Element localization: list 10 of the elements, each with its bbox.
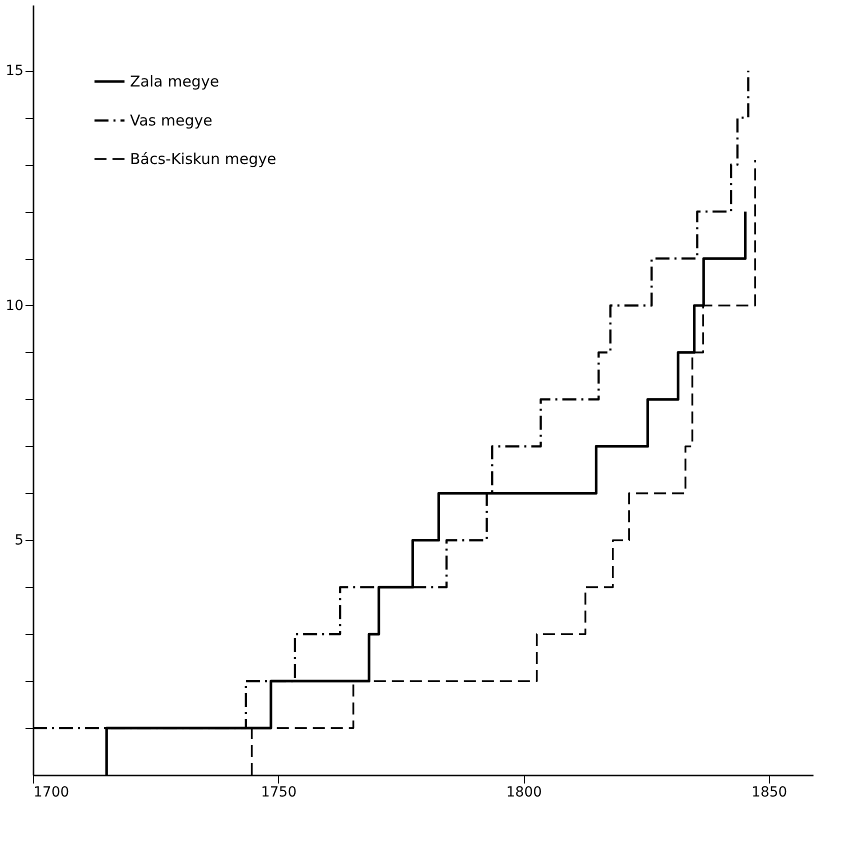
y-tick-label: 10: [6, 298, 24, 314]
x-tick-label: 1850: [752, 784, 788, 800]
x-tick-label: 1700: [34, 784, 70, 800]
y-tick-label: 15: [6, 63, 24, 80]
x-tick-label: 1800: [506, 784, 542, 800]
legend-label: Bács-Kiskun megye: [130, 150, 276, 168]
y-tick-label: 5: [14, 532, 24, 549]
legend-label: Zala megye: [130, 72, 220, 90]
x-tick-label: 1750: [260, 784, 297, 800]
legend-label: Vas megye: [130, 112, 212, 130]
